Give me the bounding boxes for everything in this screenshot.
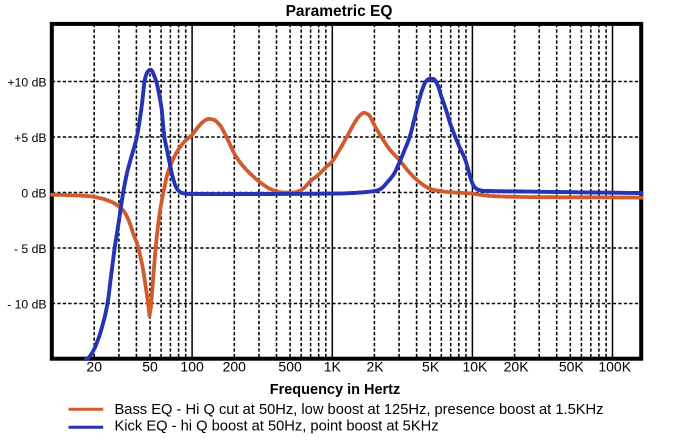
svg-text:- 10 dB: - 10 dB [7,297,46,311]
svg-text:1K: 1K [324,359,342,375]
svg-text:+10 dB: +10 dB [8,75,47,89]
svg-text:0 dB: 0 dB [21,186,46,200]
svg-text:200: 200 [223,359,247,375]
svg-text:10K: 10K [462,359,488,375]
svg-text:+5 dB: +5 dB [14,131,46,145]
svg-text:20K: 20K [504,359,530,375]
svg-text:Bass EQ - Hi Q cut at 50Hz, lo: Bass EQ - Hi Q cut at 50Hz, low boost at… [115,402,604,418]
svg-text:20: 20 [86,359,102,375]
svg-text:50K: 50K [559,359,585,375]
svg-text:500: 500 [278,359,302,375]
svg-text:Frequency in Hertz: Frequency in Hertz [270,382,401,398]
svg-text:Kick EQ - hi Q boost at 50Hz,: Kick EQ - hi Q boost at 50Hz, point boos… [115,419,439,435]
svg-text:- 5 dB: - 5 dB [14,242,47,256]
svg-text:Parametric EQ: Parametric EQ [286,3,393,20]
svg-text:100K: 100K [598,359,631,375]
svg-text:5K: 5K [422,359,440,375]
svg-text:50: 50 [142,359,158,375]
svg-text:2K: 2K [366,359,384,375]
svg-text:100: 100 [180,359,204,375]
